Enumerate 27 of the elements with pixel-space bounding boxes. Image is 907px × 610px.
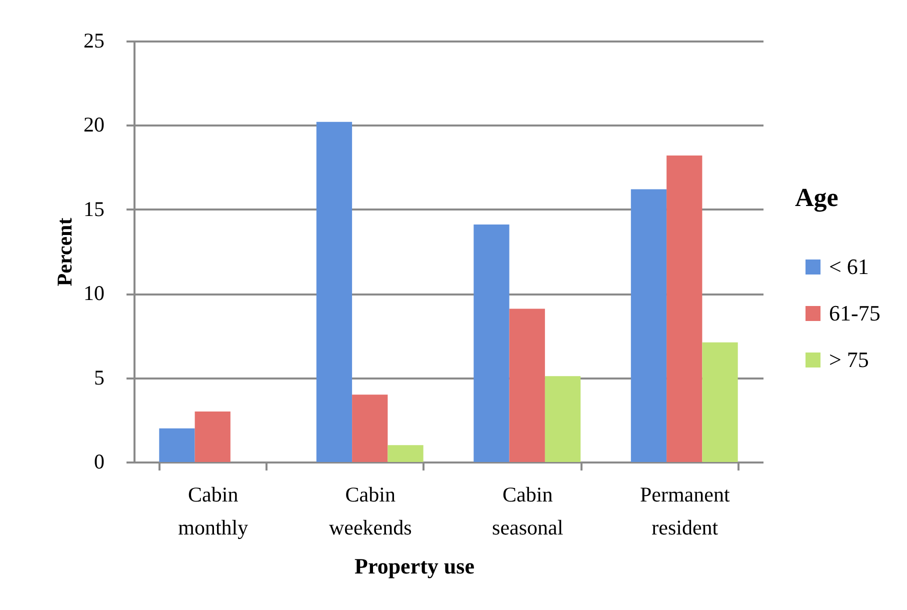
y-axis-title: Percent xyxy=(52,218,76,286)
bar xyxy=(702,342,738,462)
x-axis-title: Property use xyxy=(354,554,475,578)
bar xyxy=(509,308,545,462)
bar xyxy=(666,156,702,462)
y-tick-label: 15 xyxy=(84,196,104,221)
y-tick-label: 5 xyxy=(94,365,104,390)
legend-label: > 75 xyxy=(829,347,869,372)
y-tick-label: 10 xyxy=(84,281,104,306)
bar xyxy=(388,445,424,462)
y-tick-label: 20 xyxy=(84,112,104,137)
bar xyxy=(159,428,195,462)
y-tick-label: 25 xyxy=(84,28,104,52)
x-tick-label: Cabin seasonal xyxy=(492,482,564,540)
x-tick-label: Cabin monthly xyxy=(178,482,249,540)
x-tick-label: Permanent resident xyxy=(640,482,730,540)
bar xyxy=(630,189,667,462)
y-tick-label: 0 xyxy=(94,450,104,474)
legend-label: < 61 xyxy=(829,254,869,279)
bar xyxy=(544,376,581,462)
bar xyxy=(316,122,352,462)
x-tick-label: Cabin weekends xyxy=(328,482,412,540)
legend-title: Age xyxy=(795,183,838,212)
bar xyxy=(194,411,230,462)
legend-label: 61-75 xyxy=(829,300,880,326)
bar xyxy=(474,224,510,462)
bar xyxy=(352,394,388,462)
